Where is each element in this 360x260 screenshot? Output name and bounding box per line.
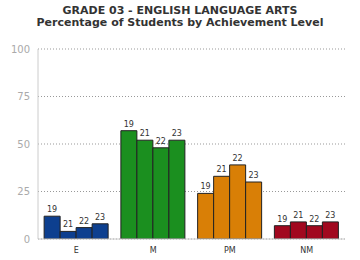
svg-text:22: 22 bbox=[79, 217, 89, 226]
svg-text:22: 22 bbox=[233, 154, 243, 163]
svg-text:19: 19 bbox=[47, 205, 57, 214]
svg-text:19: 19 bbox=[124, 120, 134, 129]
svg-text:25: 25 bbox=[17, 186, 30, 197]
svg-text:22: 22 bbox=[309, 215, 319, 224]
svg-text:75: 75 bbox=[17, 91, 30, 102]
svg-text:19: 19 bbox=[201, 182, 211, 191]
svg-text:21: 21 bbox=[140, 129, 150, 138]
svg-text:50: 50 bbox=[17, 139, 30, 150]
svg-text:M: M bbox=[150, 246, 157, 255]
svg-text:23: 23 bbox=[249, 171, 259, 180]
svg-text:NM: NM bbox=[300, 246, 313, 255]
html-text:GRADE 03 - ENGLISH LANGUAGE AR: GRADE 03 - ENGLISH LANGUAGE ARTS bbox=[62, 4, 298, 17]
svg-text:23: 23 bbox=[95, 213, 105, 222]
svg-text:21: 21 bbox=[217, 165, 227, 174]
html-text:Percentage of Students by Achi: Percentage of Students by Achievement Le… bbox=[36, 16, 324, 29]
svg-text:22: 22 bbox=[156, 137, 166, 146]
svg-text:23: 23 bbox=[325, 211, 335, 220]
svg-text:E: E bbox=[74, 246, 79, 255]
svg-text:PM: PM bbox=[224, 246, 236, 255]
svg-text:23: 23 bbox=[172, 129, 182, 138]
svg-text:0: 0 bbox=[24, 234, 30, 245]
svg-text:100: 100 bbox=[11, 44, 30, 55]
svg-text:19: 19 bbox=[277, 215, 287, 224]
svg-text:21: 21 bbox=[63, 220, 73, 229]
svg-text:21: 21 bbox=[293, 211, 303, 220]
